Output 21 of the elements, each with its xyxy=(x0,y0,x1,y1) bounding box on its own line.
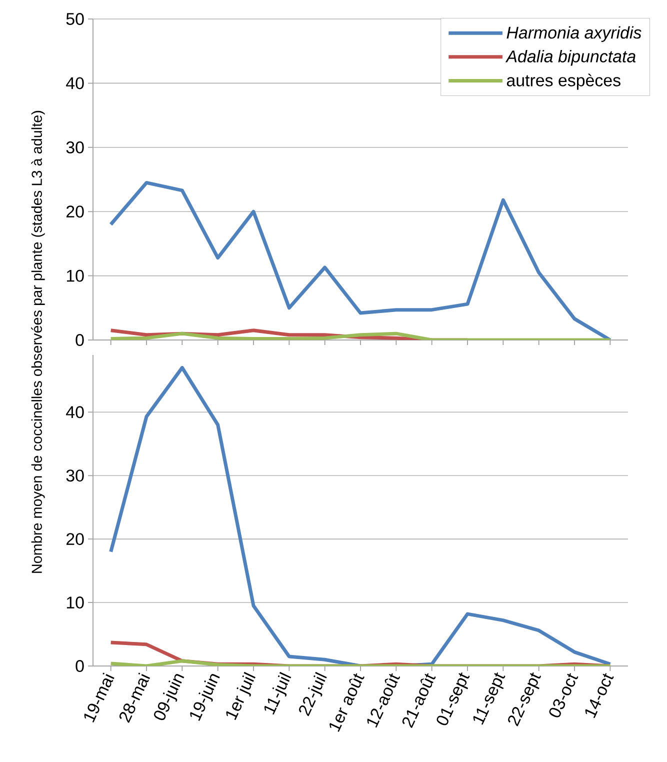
x-tick-label: 22-juil xyxy=(299,672,327,716)
y-tick-label: 40 xyxy=(66,406,84,418)
y-tick-label: 10 xyxy=(66,270,84,282)
y-tick-label: 0 xyxy=(76,660,84,672)
legend-label: Harmonia axyridis xyxy=(506,26,642,42)
x-tick-label: 1er août xyxy=(330,673,364,732)
y-tick-label: 30 xyxy=(66,141,84,154)
x-tick-label: 11-juil xyxy=(264,672,292,715)
y-tick-label: 50 xyxy=(66,13,84,25)
legend-label: Adalia bipunctata xyxy=(505,50,636,66)
y-tick-label: 30 xyxy=(66,470,84,482)
y-tick-label: 0 xyxy=(76,334,84,346)
legend-label: autres espèces xyxy=(506,74,620,90)
y-tick-label: 20 xyxy=(66,206,84,218)
y-tick-label: 20 xyxy=(66,533,84,546)
y-tick-label: 40 xyxy=(66,77,84,90)
line-series xyxy=(109,366,612,666)
y-tick-label: 10 xyxy=(66,596,84,609)
x-tick-label: 1er juil xyxy=(226,672,256,720)
line-series xyxy=(109,180,612,340)
y-axis-title: Nombre moyen de coccinelles observées par plante (stades L3 à adulte) xyxy=(31,110,45,573)
